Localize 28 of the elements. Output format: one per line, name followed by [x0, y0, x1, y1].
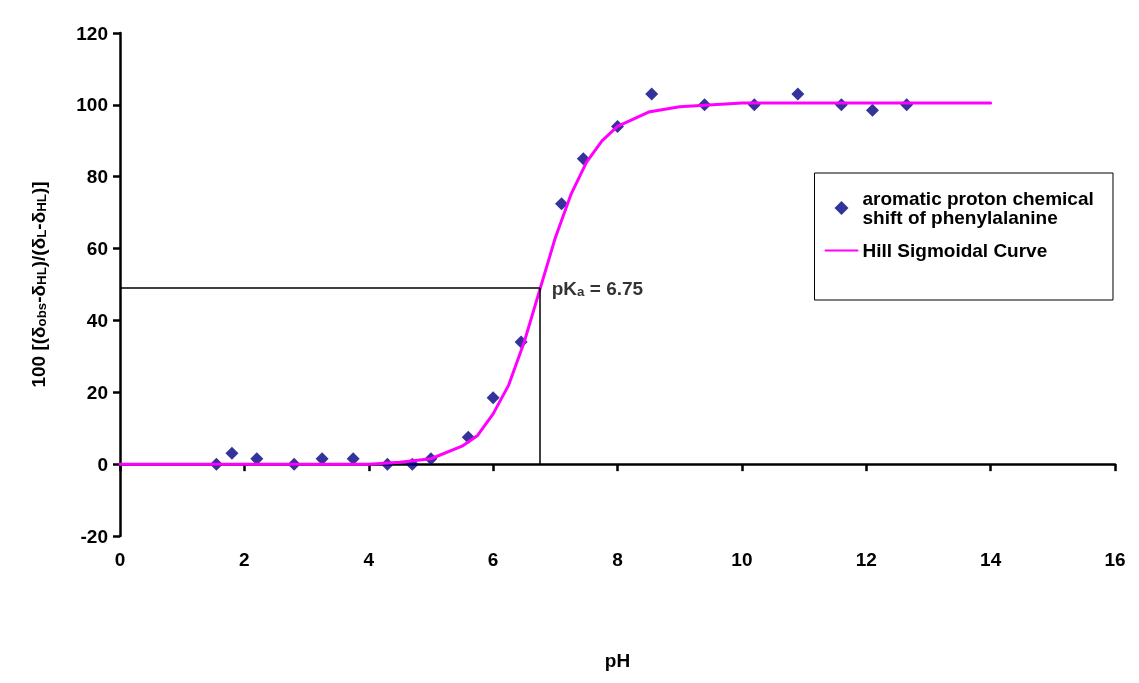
legend-label: Hill Sigmoidal Curve	[862, 240, 1048, 261]
point	[645, 87, 659, 101]
x-tick-label: 4	[363, 549, 375, 570]
point	[555, 197, 569, 211]
point	[486, 391, 500, 405]
x-tick-label: 2	[239, 549, 250, 570]
y-tick-label: 100	[76, 94, 108, 116]
x-tick-label: 8	[612, 549, 623, 570]
point	[791, 87, 805, 101]
point	[225, 446, 239, 460]
x-tick-label: 6	[487, 549, 499, 570]
y-tick-label: 0	[97, 453, 108, 475]
annotation: pKa = 6.75	[551, 277, 644, 299]
x-axis-title: pH	[604, 650, 631, 671]
y-tick-label: -20	[80, 525, 108, 547]
y-tick-label: 60	[86, 238, 108, 260]
x-tick-label: 12	[855, 549, 877, 570]
x-tick-label: 0	[114, 549, 126, 570]
text: 100 [(δobs-δHL)/(δL-δHL)]	[28, 181, 49, 388]
point	[865, 103, 879, 117]
y-tick-label: 20	[86, 381, 108, 403]
x-tick-label: 16	[1104, 549, 1126, 570]
legend-label: aromatic proton chemical shift of phenylalanine	[862, 188, 1100, 228]
x-tick-label: 10	[731, 549, 753, 570]
y-tick-label: 40	[86, 309, 108, 331]
y-tick-label: 80	[86, 166, 108, 188]
x-tick-label: 14	[980, 549, 1002, 570]
y-tick-label: 120	[76, 22, 108, 44]
